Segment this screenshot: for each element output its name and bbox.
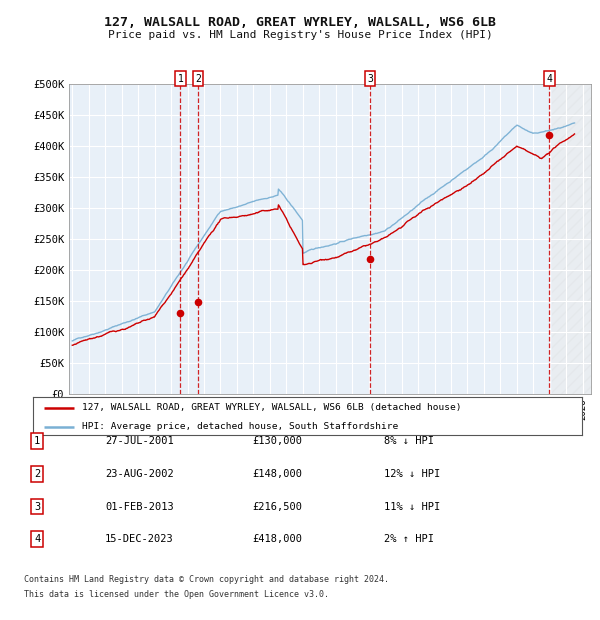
Text: 27-JUL-2001: 27-JUL-2001 [105, 436, 174, 446]
Text: 4: 4 [34, 534, 40, 544]
Text: 2: 2 [195, 74, 201, 84]
Text: £148,000: £148,000 [252, 469, 302, 479]
Text: 3: 3 [367, 74, 373, 84]
Text: 2: 2 [34, 469, 40, 479]
Text: 127, WALSALL ROAD, GREAT WYRLEY, WALSALL, WS6 6LB (detached house): 127, WALSALL ROAD, GREAT WYRLEY, WALSALL… [82, 403, 462, 412]
Text: £130,000: £130,000 [252, 436, 302, 446]
Bar [553, 84, 591, 394]
Text: Contains HM Land Registry data © Crown copyright and database right 2024.: Contains HM Land Registry data © Crown c… [24, 575, 389, 584]
Text: Price paid vs. HM Land Registry's House Price Index (HPI): Price paid vs. HM Land Registry's House … [107, 30, 493, 40]
Text: HPI: Average price, detached house, South Staffordshire: HPI: Average price, detached house, Sout… [82, 422, 398, 432]
Text: 3: 3 [34, 502, 40, 512]
Text: 1: 1 [34, 436, 40, 446]
Text: 15-DEC-2023: 15-DEC-2023 [105, 534, 174, 544]
Text: 2% ↑ HPI: 2% ↑ HPI [384, 534, 434, 544]
Text: 01-FEB-2013: 01-FEB-2013 [105, 502, 174, 512]
Text: £418,000: £418,000 [252, 534, 302, 544]
Text: 127, WALSALL ROAD, GREAT WYRLEY, WALSALL, WS6 6LB: 127, WALSALL ROAD, GREAT WYRLEY, WALSALL… [104, 16, 496, 29]
Bar [553, 84, 591, 394]
Text: 12% ↓ HPI: 12% ↓ HPI [384, 469, 440, 479]
Text: £216,500: £216,500 [252, 502, 302, 512]
Text: 23-AUG-2002: 23-AUG-2002 [105, 469, 174, 479]
Text: 4: 4 [546, 74, 552, 84]
Text: 8% ↓ HPI: 8% ↓ HPI [384, 436, 434, 446]
Text: 11% ↓ HPI: 11% ↓ HPI [384, 502, 440, 512]
Text: 1: 1 [178, 74, 184, 84]
Text: This data is licensed under the Open Government Licence v3.0.: This data is licensed under the Open Gov… [24, 590, 329, 600]
